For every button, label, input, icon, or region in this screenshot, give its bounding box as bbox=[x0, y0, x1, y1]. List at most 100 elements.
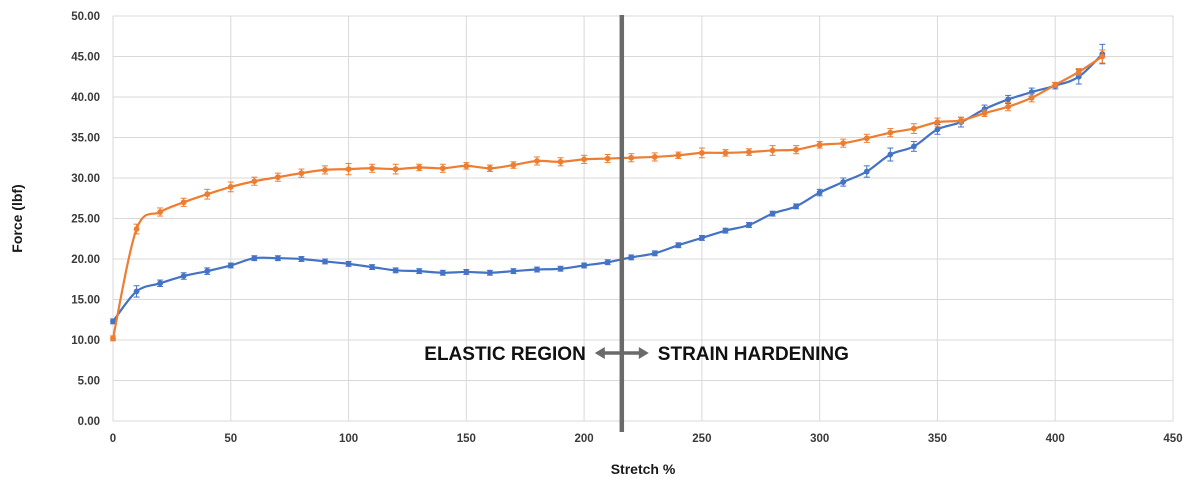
data-point bbox=[1028, 94, 1035, 101]
x-tick-label: 300 bbox=[810, 433, 829, 445]
data-point bbox=[840, 179, 847, 185]
arrow-head-right bbox=[638, 347, 649, 359]
data-point bbox=[133, 226, 140, 232]
data-point bbox=[604, 259, 611, 266]
data-point bbox=[557, 158, 564, 165]
data-point bbox=[934, 126, 941, 133]
data-point bbox=[581, 262, 588, 269]
data-point bbox=[746, 222, 752, 228]
y-tick-label: 30.00 bbox=[71, 173, 100, 185]
y-tick-label: 15.00 bbox=[71, 295, 100, 307]
elastic-region-label: ELASTIC REGION bbox=[424, 344, 586, 365]
data-point bbox=[510, 268, 517, 275]
data-point bbox=[439, 269, 446, 276]
series-blue bbox=[110, 43, 1106, 325]
y-tick-label: 50.00 bbox=[71, 11, 100, 23]
x-tick-label: 0 bbox=[110, 433, 116, 445]
data-point bbox=[369, 264, 376, 270]
x-tick-label: 400 bbox=[1046, 433, 1065, 445]
data-point bbox=[227, 262, 234, 269]
data-point bbox=[251, 178, 258, 185]
data-point bbox=[698, 149, 705, 156]
data-point bbox=[1005, 96, 1012, 103]
y-tick-label: 5.00 bbox=[78, 376, 100, 388]
data-point bbox=[651, 250, 658, 257]
x-tick-label: 200 bbox=[575, 433, 594, 445]
y-tick-label: 45.00 bbox=[71, 52, 100, 64]
data-point bbox=[274, 255, 281, 262]
series-group bbox=[110, 43, 1106, 342]
data-point bbox=[157, 280, 164, 287]
data-point bbox=[675, 152, 682, 159]
data-point bbox=[486, 269, 493, 276]
y-axis-title: Force (lbf) bbox=[9, 184, 25, 252]
x-tick-label: 100 bbox=[339, 433, 358, 445]
y-tick-label: 0.00 bbox=[78, 416, 100, 428]
data-point bbox=[157, 209, 164, 215]
series-orange bbox=[110, 49, 1106, 342]
data-point bbox=[416, 164, 423, 171]
data-point bbox=[910, 143, 917, 150]
arrow-head-left bbox=[594, 347, 605, 359]
data-point bbox=[486, 165, 493, 172]
data-point bbox=[180, 273, 187, 279]
data-point bbox=[1005, 103, 1012, 110]
data-point bbox=[793, 146, 800, 153]
data-point bbox=[604, 155, 611, 162]
data-point bbox=[369, 165, 376, 172]
data-point bbox=[204, 191, 211, 198]
data-point bbox=[392, 267, 399, 274]
strain-hardening-label: STRAIN HARDENING bbox=[658, 344, 849, 365]
data-point bbox=[322, 167, 328, 173]
data-point bbox=[910, 125, 917, 132]
x-tick-label: 150 bbox=[457, 433, 476, 445]
data-point bbox=[981, 110, 988, 117]
data-point bbox=[251, 255, 258, 262]
data-point bbox=[863, 168, 870, 175]
data-point bbox=[227, 184, 234, 190]
data-point bbox=[840, 140, 847, 147]
y-tick-label: 25.00 bbox=[71, 214, 100, 226]
data-point bbox=[534, 266, 540, 273]
y-tick-labels: 0.00 5.00 10.00 15.00 20.00 25.00 30.00 35.00 40… bbox=[71, 11, 100, 428]
data-point bbox=[1099, 53, 1106, 60]
data-point bbox=[581, 156, 588, 163]
data-point bbox=[463, 269, 470, 275]
data-point bbox=[557, 265, 564, 272]
x-tick-label: 50 bbox=[224, 433, 237, 445]
data-point bbox=[345, 166, 352, 172]
data-point bbox=[769, 210, 776, 217]
region-annotation: ELASTIC REGION STRAIN HARDENING bbox=[424, 344, 849, 365]
data-point bbox=[274, 174, 281, 181]
double-arrow-icon bbox=[594, 347, 649, 359]
data-point bbox=[698, 235, 705, 241]
x-tick-label: 250 bbox=[692, 433, 711, 445]
data-point bbox=[628, 154, 635, 161]
x-tick-label: 350 bbox=[928, 433, 947, 445]
data-point bbox=[793, 203, 800, 210]
data-point bbox=[510, 162, 517, 168]
data-point bbox=[1052, 81, 1059, 88]
data-point bbox=[133, 288, 140, 295]
data-point bbox=[180, 199, 187, 206]
data-point bbox=[322, 258, 328, 265]
data-point bbox=[675, 242, 682, 249]
series-line bbox=[112, 53, 1104, 323]
x-axis-title: Stretch % bbox=[611, 461, 676, 477]
data-point bbox=[1075, 68, 1082, 75]
x-tick-label: 450 bbox=[1163, 433, 1182, 445]
data-point bbox=[887, 151, 894, 158]
data-point bbox=[958, 117, 964, 124]
data-point bbox=[204, 268, 211, 275]
data-point bbox=[981, 106, 988, 113]
data-point bbox=[298, 256, 305, 262]
data-point bbox=[722, 149, 729, 156]
data-point bbox=[298, 170, 305, 177]
data-point bbox=[769, 147, 776, 154]
series-line bbox=[111, 55, 1103, 339]
data-point bbox=[416, 268, 423, 275]
data-point bbox=[746, 149, 752, 155]
data-point bbox=[887, 129, 894, 136]
data-point bbox=[392, 166, 399, 172]
